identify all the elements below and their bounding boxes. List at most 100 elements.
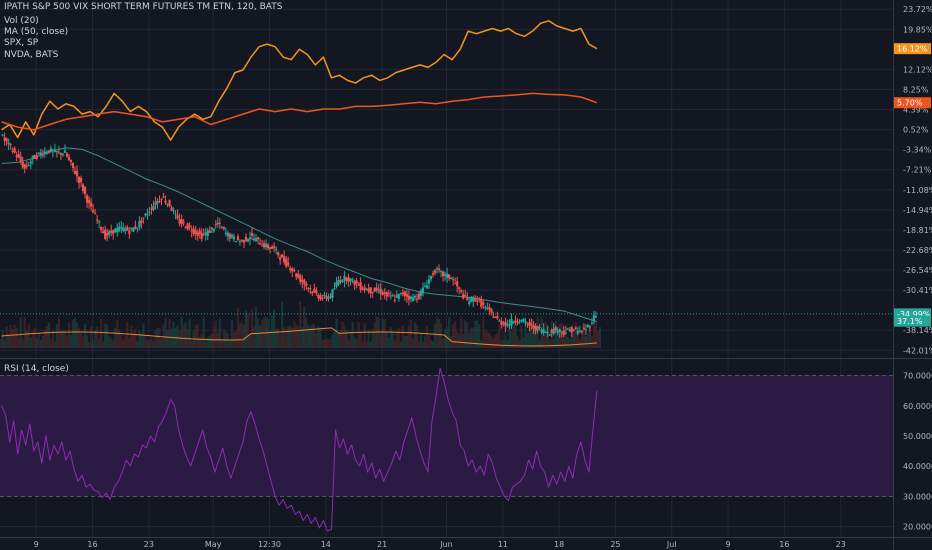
volume-bar [387, 337, 390, 348]
volume-bar [566, 336, 569, 348]
volume-bar [516, 335, 519, 348]
volume-bar [11, 329, 14, 348]
candle-body [132, 227, 135, 232]
candle-body [500, 321, 503, 325]
candle-body [77, 176, 81, 183]
candle-body [506, 324, 509, 326]
volume-bar [504, 333, 507, 348]
current-value-tag [894, 315, 931, 327]
volume-bar [325, 338, 328, 348]
candle-body [379, 288, 382, 294]
volume-bar [468, 333, 471, 348]
volume-bar [100, 318, 103, 348]
candle-body [301, 279, 304, 283]
candle-body [540, 330, 543, 333]
candle-body [512, 321, 515, 324]
candle-body [391, 295, 394, 297]
volume-bar [470, 327, 473, 348]
volume-bar [365, 341, 368, 348]
volume-bar [110, 337, 113, 348]
legend-rsi[interactable]: RSI (14, close) [4, 364, 69, 374]
price-tick-label: -14.94% [903, 206, 932, 215]
ma50-line [1, 147, 598, 323]
candle-body [530, 323, 533, 325]
candle-body [433, 270, 437, 273]
candle-body [184, 227, 187, 229]
candle-body [146, 214, 149, 216]
candle-body [423, 286, 427, 288]
volume-bar [198, 336, 201, 348]
volume-bar [313, 323, 316, 348]
volume-bar [407, 325, 410, 348]
volume-bar [311, 323, 314, 348]
time-tick-label: Jul [666, 540, 677, 549]
candle-body [136, 227, 139, 229]
time-tick-label: 12:30 [258, 540, 281, 549]
volume-bar [90, 326, 93, 348]
candle-body [446, 273, 449, 278]
candle-body [279, 257, 282, 260]
legend-ma[interactable]: MA (50, close) [4, 27, 69, 37]
legend-spx[interactable]: SPX, SP [4, 38, 39, 48]
candle-body [63, 150, 67, 153]
volume-bar [433, 323, 437, 348]
current-value-label: 5.70% [897, 99, 923, 108]
volume-bar [108, 336, 111, 348]
candle-body [140, 220, 143, 223]
candle-body [166, 203, 169, 205]
volume-bar [19, 317, 22, 348]
price-tick-label: 23.72% [903, 5, 932, 14]
candle-body [371, 292, 374, 294]
candle-body [474, 298, 477, 301]
volume-bar [132, 331, 135, 348]
candle-body [536, 326, 539, 331]
volume-bar [421, 341, 425, 348]
legend-nvda[interactable]: NVDA, BATS [4, 50, 59, 60]
candle-body [425, 285, 429, 289]
time-tick-label: 18 [554, 540, 564, 549]
candle-body [218, 222, 221, 224]
candle-body [508, 324, 511, 326]
candle-body [427, 279, 431, 284]
volume-bar [3, 339, 6, 348]
candle-body [387, 293, 390, 295]
legend-vol[interactable]: Vol (20) [4, 16, 39, 26]
volume-bar [216, 333, 219, 348]
volume-bar [214, 320, 217, 348]
candle-body [435, 268, 439, 270]
volume-bar [106, 324, 109, 348]
candle-body [246, 239, 250, 242]
candle-body [369, 287, 372, 294]
candle-body [224, 232, 227, 234]
legend-main[interactable]: IPATH S&P 500 VIX SHORT TERM FUTURES TM … [4, 2, 283, 12]
volume-bar [381, 318, 384, 348]
candle-body [190, 230, 193, 232]
candle-body [31, 155, 34, 160]
volume-bar [534, 323, 537, 348]
current-value-tag [894, 97, 931, 109]
volume-bar [393, 339, 396, 348]
volume-bar [126, 321, 129, 348]
candle-body [470, 296, 473, 302]
candle-body [562, 330, 565, 335]
candle-body [232, 236, 236, 240]
candle-body [150, 208, 153, 210]
candle-body [208, 230, 211, 233]
candle-body [98, 221, 101, 223]
candle-body [230, 234, 233, 238]
candle-body [110, 230, 113, 233]
candle-body [138, 221, 141, 228]
volume-bar [148, 339, 151, 348]
candle-body [582, 327, 585, 329]
candle-body [307, 287, 310, 289]
price-tick-label: -38.14% [903, 326, 932, 335]
candle-body [59, 152, 63, 155]
volume-bar [584, 336, 587, 348]
candle-body [303, 279, 306, 285]
volume-bar [37, 332, 40, 348]
candle-body [172, 210, 175, 212]
volume-bar [454, 321, 457, 348]
candle-body [5, 138, 8, 142]
volume-bar [552, 338, 555, 348]
